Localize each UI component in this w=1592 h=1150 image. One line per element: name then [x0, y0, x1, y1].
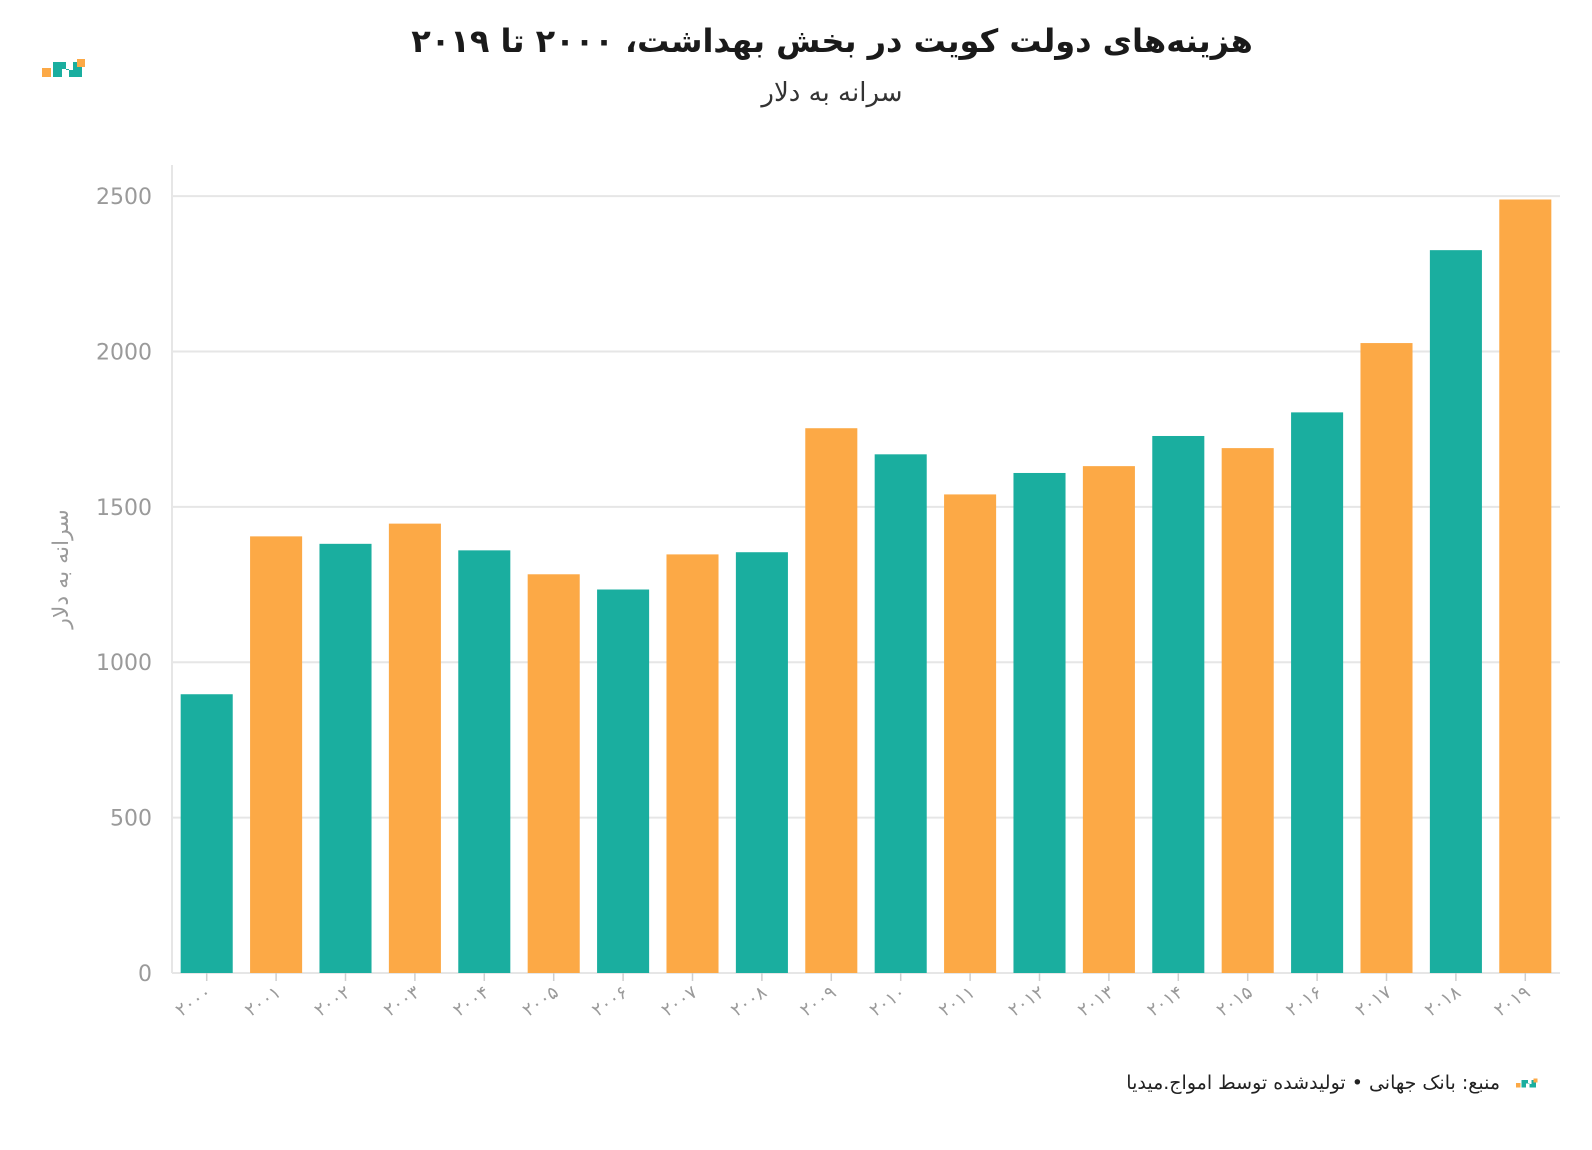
- bar-13: [1082, 466, 1135, 973]
- x-tick-label: ۲۰۱۹: [1490, 982, 1534, 1021]
- bar-0: [180, 694, 233, 973]
- bar-11: [944, 494, 997, 973]
- bar-chart: 0 500 1000 1500 2000 2500 سرانه به دلار ۲۰۰۰ ۲۰۰…: [49, 165, 1560, 1022]
- bar-14: [1152, 435, 1205, 973]
- bar-19: [1499, 199, 1552, 974]
- bar-4: [458, 550, 511, 973]
- amwaj-footer-logo-icon: [1516, 1078, 1538, 1088]
- bar-8: [735, 552, 788, 973]
- bar-15: [1221, 448, 1274, 973]
- x-tick-label: ۲۰۱۱: [935, 982, 979, 1021]
- x-tick-label: ۲۰۰۴: [449, 982, 493, 1021]
- x-tick-label: ۲۰۰۲: [311, 982, 355, 1021]
- bar-5: [527, 574, 580, 973]
- x-tick-label: ۲۰۰۹: [796, 982, 840, 1021]
- bar-9: [805, 428, 858, 973]
- x-tick-label: ۲۰۱۷: [1352, 982, 1396, 1022]
- x-tick-label: ۲۰۰۶: [588, 982, 632, 1021]
- bar-10: [874, 454, 927, 973]
- x-tick-label: ۲۰۰۷: [658, 982, 702, 1022]
- y-tick-label: 500: [110, 807, 152, 832]
- bar-3: [388, 523, 441, 973]
- x-tick-label: ۲۰۱۰: [866, 982, 910, 1021]
- x-tick-label: ۲۰۰۰: [172, 982, 216, 1021]
- bar-2: [319, 543, 372, 973]
- x-tick-label: ۲۰۱۶: [1282, 982, 1326, 1021]
- y-tick-label: 0: [138, 962, 152, 987]
- x-tick-label: ۲۰۱۳: [1074, 982, 1118, 1022]
- y-tick-label: 2500: [96, 185, 152, 210]
- x-tick-label: ۲۰۱۸: [1421, 982, 1465, 1022]
- bar-12: [1013, 472, 1066, 973]
- x-tick-label: ۲۰۰۸: [727, 982, 771, 1022]
- bar-7: [666, 554, 719, 973]
- bar-6: [597, 589, 650, 973]
- chart-subtitle: سرانه به دلار: [761, 78, 903, 108]
- x-tick-label: ۲۰۱۴: [1143, 982, 1187, 1021]
- amwaj-logo-icon: [42, 59, 85, 77]
- x-tick-label: ۲۰۰۳: [380, 982, 424, 1022]
- x-tick-label: ۲۰۱۵: [1213, 982, 1257, 1021]
- y-tick-label: 1000: [96, 651, 152, 676]
- x-tick-label: ۲۰۰۱: [241, 982, 285, 1021]
- bar-1: [250, 536, 303, 973]
- y-axis-title: سرانه به دلار: [49, 509, 74, 629]
- y-tick-label: 1500: [96, 496, 152, 521]
- source-footer: منبع: بانک جهانی • تولیدشده توسط امواج.م…: [1126, 1072, 1500, 1094]
- bar-16: [1291, 412, 1344, 973]
- chart-title: هزینه‌های دولت کویت در بخش بهداشت، ۲۰۰۰ …: [411, 22, 1253, 60]
- bar-18: [1429, 250, 1482, 974]
- bar-17: [1360, 343, 1413, 973]
- x-tick-label: ۲۰۰۵: [519, 982, 563, 1021]
- x-tick-label: ۲۰۱۲: [1005, 982, 1049, 1021]
- y-tick-label: 2000: [96, 340, 152, 365]
